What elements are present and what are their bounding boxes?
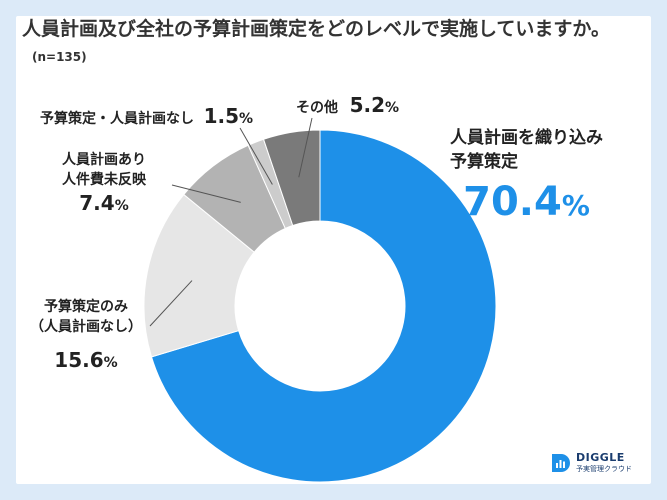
slice-1-category-line-1: 予算策定のみ: [44, 299, 128, 315]
slice-0-value-row: 70.4%: [450, 178, 603, 230]
slice-3-category: 予算策定・人員計画なし: [40, 111, 194, 127]
label-slice-3: 予算策定・人員計画なし 1.5%: [40, 103, 253, 132]
slice-1-category-line-2: （人員計画なし）: [30, 319, 142, 335]
slice-4-value: 5.2: [349, 93, 386, 117]
donut-slice-1: [143, 193, 255, 358]
title-text: 人員計画及び全社の予算計画策定をどのレベルで実施していますか。: [22, 18, 611, 40]
leader-line-slice-2: [171, 184, 241, 203]
slice-0-unit: %: [561, 189, 590, 222]
slice-0-category-line-2: 予算策定: [450, 152, 518, 172]
slice-2-value-row: 7.4%: [62, 190, 146, 219]
leader-line-slice-1: [149, 280, 193, 327]
donut-slice-0: [150, 129, 497, 483]
label-slice-2: 人員計画あり 人件費未反映 7.4%: [62, 150, 146, 219]
sample-size: (n=135): [32, 50, 87, 64]
brand-name: DIGGLE: [576, 451, 625, 464]
label-slice-4: その他 5.2%: [296, 92, 399, 121]
slice-3-value-row: 1.5%: [204, 104, 253, 128]
chart-title: 人員計画及び全社の予算計画策定をどのレベルで実施していますか。 (n=135): [22, 16, 622, 70]
label-slice-0: 人員計画を織り込み 予算策定 70.4%: [450, 126, 603, 230]
slice-1-value: 15.6: [54, 348, 104, 372]
slice-0-category-line-1: 人員計画を織り込み: [450, 128, 603, 148]
brand-logo: DIGGLE 予実管理クラウド: [550, 450, 640, 476]
slice-3-unit: %: [239, 111, 254, 127]
slice-2-value: 7.4: [79, 191, 115, 215]
slice-1-value-row: 15.6%: [30, 347, 142, 376]
slice-0-value: 70.4: [463, 179, 562, 225]
slice-2-category-line-1: 人員計画あり: [62, 152, 146, 168]
donut-slice-4: [262, 129, 321, 227]
slice-4-value-row: 5.2%: [350, 93, 399, 117]
leader-line-slice-4: [298, 117, 313, 178]
brand-tagline: 予実管理クラウド: [576, 465, 632, 473]
slice-3-value: 1.5: [203, 104, 240, 128]
slice-2-unit: %: [114, 198, 129, 214]
slice-4-unit: %: [385, 100, 400, 116]
leader-line-slice-3: [239, 127, 273, 185]
slice-4-category: その他: [296, 100, 338, 116]
diggle-logo-icon: [552, 454, 570, 472]
slice-2-category-line-2: 人件費未反映: [62, 172, 146, 188]
slice-1-unit: %: [103, 355, 118, 371]
label-slice-1: 予算策定のみ （人員計画なし） 15.6%: [30, 297, 142, 376]
